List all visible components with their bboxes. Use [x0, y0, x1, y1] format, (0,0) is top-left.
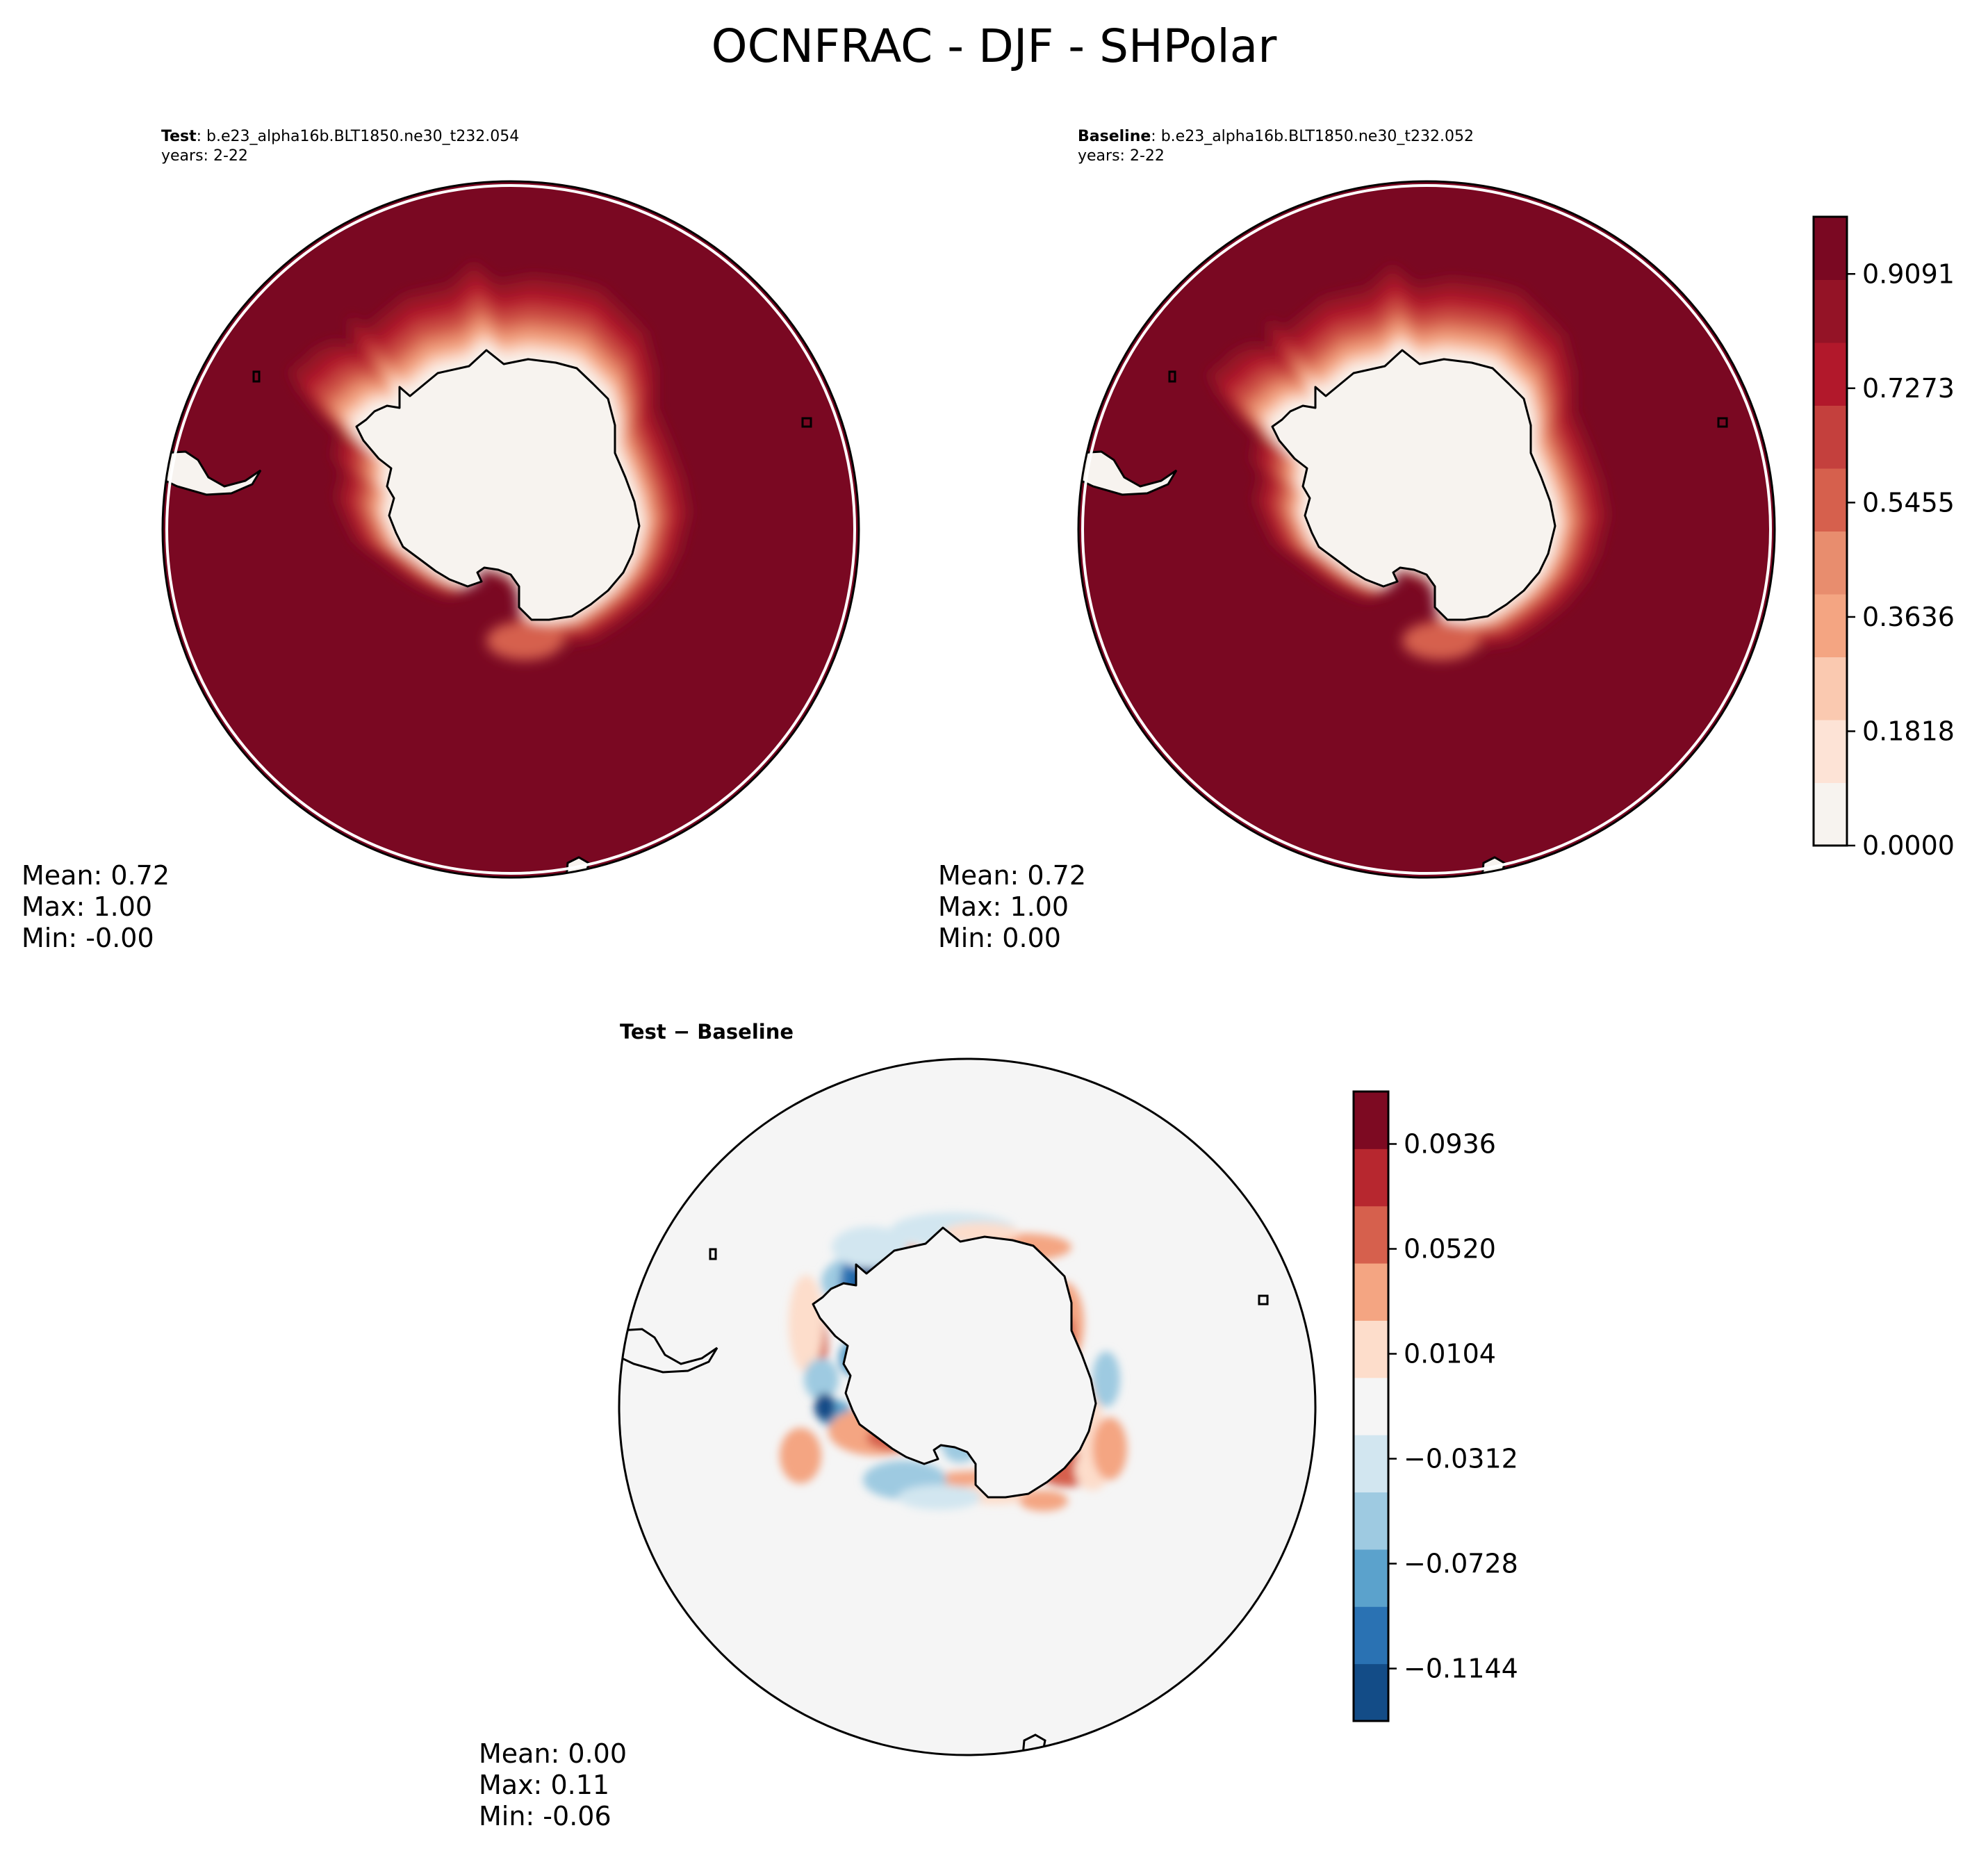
test-min: Min: -0.00: [22, 923, 154, 953]
baseline-min: Min: 0.00: [938, 923, 1061, 953]
anomaly-22: [898, 1485, 981, 1510]
south-georgia-island: [709, 1248, 717, 1260]
baseline-stats: Mean: 0.72 Max: 1.00 Min: 0.00: [938, 860, 1086, 954]
south-america-land: [163, 450, 262, 496]
colorbar-segment-3: [1354, 1549, 1388, 1607]
colorbar-segment-1: [1354, 1663, 1388, 1722]
colorbar-segment-8: [1354, 1263, 1388, 1321]
colorbar-tick-label-2: −0.0728: [1404, 1549, 1518, 1579]
ross-pool: [486, 621, 563, 660]
colorbar-segment-2: [1814, 720, 1847, 783]
antarctica-land: [812, 1226, 1097, 1499]
colorbar-segment-4: [1814, 594, 1847, 657]
antarctica-land: [1271, 349, 1556, 621]
difference-stats: Mean: 0.00 Max: 0.11 Min: -0.06: [479, 1738, 627, 1832]
colorbar-tick-label-4: 0.5455: [1862, 487, 1955, 518]
baseline-map: [1077, 180, 1776, 879]
anomaly-37: [1092, 1417, 1127, 1480]
colorbar-segment-5: [1354, 1435, 1388, 1493]
anomaly-36: [1092, 1351, 1120, 1407]
colorbar-segment-1: [1814, 782, 1847, 846]
map-fill: [163, 181, 859, 878]
colorbar-tick-label-1: 0.0000: [1862, 830, 1955, 861]
anomaly-12: [789, 1275, 823, 1372]
south-america-land: [619, 1328, 718, 1374]
map-boundary: [161, 180, 860, 879]
anomaly-13: [804, 1358, 839, 1400]
colorbar-segment-8: [1814, 343, 1847, 406]
difference-map: [618, 1057, 1317, 1756]
map-boundary: [1077, 180, 1776, 879]
test-map: [161, 180, 860, 879]
baseline-panel-label: Baseline: b.e23_alpha16b.BLT1850.ne30_t2…: [1078, 128, 1474, 145]
map-fill: [619, 1059, 1315, 1755]
baseline-panel-years: years: 2-22: [1078, 147, 1165, 165]
baseline-mean: Mean: 0.72: [938, 860, 1087, 891]
kerguelen-island: [1717, 417, 1728, 428]
test-mean: Mean: 0.72: [22, 860, 170, 891]
colorbar-segment-4: [1354, 1492, 1388, 1550]
difference-mean: Mean: 0.00: [479, 1738, 627, 1769]
difference-min: Min: -0.06: [479, 1801, 611, 1831]
colorbar-segment-11: [1354, 1092, 1388, 1149]
colorbar-tick-label-1: −0.1144: [1404, 1654, 1518, 1684]
anomaly-27: [1019, 1490, 1068, 1511]
figure-title: OCNFRAC - DJF - SHPolar: [711, 19, 1277, 73]
map-fill: [1078, 181, 1775, 878]
colorbar-tick-label-3: −0.0312: [1404, 1444, 1518, 1474]
colorbar-tick-label-5: 0.7273: [1862, 373, 1955, 404]
test-panel-label: Test: b.e23_alpha16b.BLT1850.ne30_t232.0…: [161, 128, 520, 145]
colorbar-segment-7: [1814, 405, 1847, 469]
map-boundary: [618, 1057, 1317, 1756]
colorbar-tick-label-5: 0.0520: [1404, 1234, 1496, 1265]
colorbar-segment-2: [1354, 1606, 1388, 1665]
colorbar-segment-5: [1814, 531, 1847, 595]
map-inner-edge: [165, 184, 856, 875]
anomaly-35: [814, 1393, 835, 1421]
test-stats: Mean: 0.72 Max: 1.00 Min: -0.00: [22, 860, 170, 954]
kerguelen-island: [1258, 1294, 1269, 1306]
difference-max: Max: 0.11: [479, 1770, 610, 1800]
test-panel-years: years: 2-22: [161, 147, 248, 165]
difference-colorbar: −0.1144 −0.0728 −0.0312 0.0104 0.0520 0.0936: [1352, 1090, 1518, 1722]
antarctica-land: [355, 349, 641, 621]
test-max: Max: 1.00: [22, 891, 153, 922]
colorbar-segment-9: [1354, 1205, 1388, 1264]
colorbar-tick-label-4: 0.0104: [1404, 1339, 1496, 1369]
anomaly-34: [780, 1428, 821, 1483]
ocnfrac-colorbar: 0.0000 0.1818 0.3636 0.5455 0.7273 0.9091: [1812, 215, 1955, 861]
colorbar-frame: [1812, 215, 1848, 847]
colorbar-segment-9: [1814, 279, 1847, 343]
colorbar-tick-label-2: 0.1818: [1862, 716, 1955, 746]
difference-panel-title: Test − Baseline: [620, 1020, 794, 1044]
baseline-max: Max: 1.00: [938, 891, 1069, 922]
colorbar-segment-6: [1814, 468, 1847, 532]
south-georgia-island: [1168, 370, 1176, 383]
south-america-land: [1078, 450, 1178, 496]
colorbar-segment-3: [1814, 657, 1847, 720]
colorbar-tick-label-6: 0.0936: [1404, 1129, 1496, 1160]
ross-pool: [1402, 621, 1479, 660]
colorbar-tick-label-6: 0.9091: [1862, 258, 1955, 289]
colorbar-segment-7: [1354, 1320, 1388, 1378]
kerguelen-island: [801, 417, 812, 428]
colorbar-segment-10: [1814, 217, 1847, 280]
colorbar-frame: [1352, 1090, 1390, 1722]
colorbar-tick-label-3: 0.3636: [1862, 602, 1955, 632]
colorbar-segment-6: [1354, 1377, 1388, 1435]
map-inner-edge: [1081, 184, 1772, 875]
south-georgia-island: [252, 370, 261, 383]
colorbar-segment-10: [1354, 1148, 1388, 1207]
